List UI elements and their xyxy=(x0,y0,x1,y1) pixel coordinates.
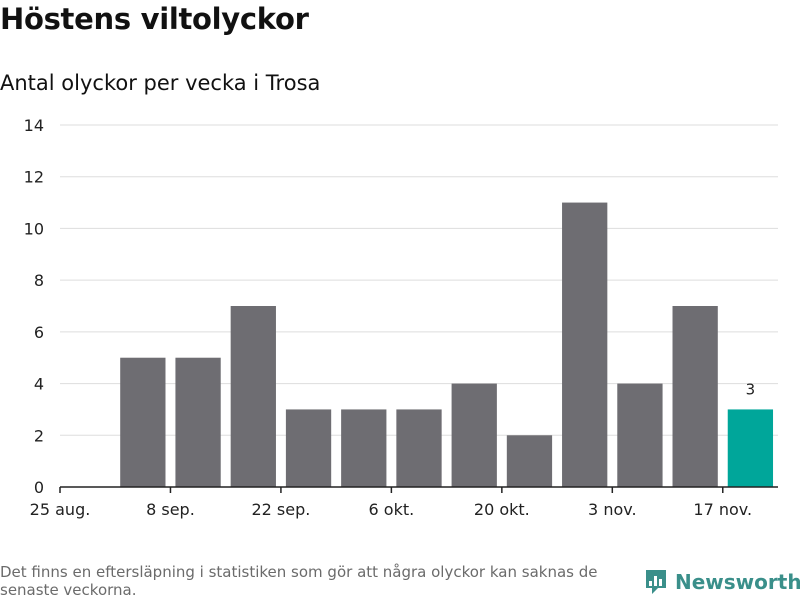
bar xyxy=(451,383,497,487)
brand-name: Newsworthy xyxy=(675,570,800,594)
bar xyxy=(396,409,442,487)
data-label: 3 xyxy=(746,380,756,398)
bar xyxy=(175,357,221,487)
y-tick-label: 6 xyxy=(34,323,44,342)
newsworthy-logo: Newsworthy xyxy=(644,566,800,598)
x-tick-label: 20 okt. xyxy=(474,500,530,519)
bar xyxy=(672,306,718,487)
x-tick-label: 22 sep. xyxy=(251,500,310,519)
bar xyxy=(341,409,387,487)
x-tick-label: 3 nov. xyxy=(588,500,637,519)
bar xyxy=(727,409,774,487)
x-tick-label: 25 aug. xyxy=(30,500,91,519)
bar xyxy=(230,306,276,487)
newsworthy-logo-icon xyxy=(646,570,666,594)
chart-subtitle: Antal olyckor per vecka i Trosa xyxy=(0,71,321,95)
x-tick-label: 8 sep. xyxy=(146,500,195,519)
y-tick-label: 12 xyxy=(24,168,44,187)
y-tick-label: 8 xyxy=(34,271,44,290)
footnote: Det finns en eftersläpning i statistiken… xyxy=(0,563,598,599)
bar xyxy=(617,383,663,487)
y-tick-label: 2 xyxy=(34,426,44,445)
y-tick-label: 4 xyxy=(34,375,44,394)
bar-chart: 0 2 4 6 8 10 12 14 3 25 aug. 8 sep. 22 sep. 6 okt. 20… xyxy=(24,116,778,519)
chart-title: Höstens viltolyckor xyxy=(0,2,309,36)
bar xyxy=(120,357,166,487)
x-tick-label: 17 nov. xyxy=(693,500,752,519)
y-tick-label: 14 xyxy=(24,116,44,135)
bar xyxy=(562,202,608,488)
bar xyxy=(506,435,553,487)
y-tick-label: 10 xyxy=(24,219,44,238)
bar xyxy=(285,409,332,487)
y-tick-label: 0 xyxy=(34,478,44,497)
x-tick-label: 6 okt. xyxy=(369,500,415,519)
